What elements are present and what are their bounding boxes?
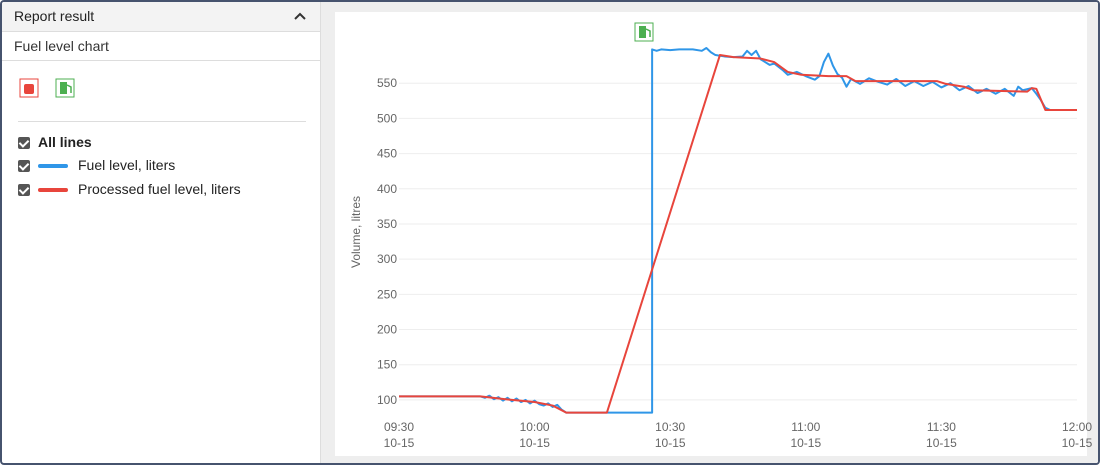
- legend-swatch: [38, 188, 68, 193]
- x-tick-label: 10-15: [384, 436, 415, 450]
- chart-area: Volume, litres 100 150 200 250 300 350 400 450 5…: [321, 2, 1098, 463]
- drain-glyph: [24, 84, 34, 94]
- x-tick-label: 10-15: [655, 436, 686, 450]
- panel-subtitle: Fuel level chart: [2, 32, 320, 61]
- x-tick-label: 10-15: [926, 436, 957, 450]
- y-tick-label: 250: [377, 287, 397, 301]
- y-tick-label: 100: [377, 393, 397, 407]
- legend-swatch: [38, 164, 68, 169]
- y-tick-label: 550: [377, 76, 397, 90]
- series-line: [399, 54, 1077, 414]
- y-tick-label: 300: [377, 252, 397, 266]
- fill-glyph: [66, 84, 72, 93]
- legend-label: Fuel level, liters: [78, 157, 176, 173]
- x-tick-label: 12:00: [1062, 420, 1092, 434]
- marker-glyph: [645, 28, 651, 37]
- panel-title: Report result: [14, 8, 95, 24]
- x-tick-label: 09:30: [384, 420, 414, 434]
- panel-header[interactable]: Report result: [2, 2, 320, 32]
- legend-label: Processed fuel level, liters: [78, 181, 241, 197]
- y-tick-label: 350: [377, 217, 397, 231]
- x-tick-label: 11:30: [927, 420, 956, 434]
- y-tick-label: 200: [377, 323, 397, 337]
- x-tick-label: 10-15: [1062, 436, 1093, 450]
- y-tick-label: 150: [377, 358, 397, 372]
- fill-glyph: [60, 82, 67, 94]
- all-lines-label: All lines: [38, 134, 92, 150]
- x-tick-label: 11:00: [791, 420, 820, 434]
- checkbox[interactable]: [18, 160, 30, 173]
- x-tick-label: 10:00: [520, 420, 550, 434]
- side-panel: Report result Fuel level chart All lines…: [2, 2, 321, 463]
- legend-row[interactable]: Processed fuel level, liters: [18, 179, 241, 199]
- checkbox[interactable]: [18, 184, 30, 197]
- chart-background: [335, 12, 1087, 456]
- y-tick-label: 450: [377, 147, 397, 161]
- y-axis-label: Volume, litres: [349, 196, 363, 268]
- checkbox[interactable]: [18, 137, 30, 150]
- refuel-marker[interactable]: [634, 22, 654, 42]
- legend-row[interactable]: Fuel level, liters: [18, 155, 175, 175]
- x-tick-label: 10-15: [519, 436, 550, 450]
- y-tick-label: 500: [377, 111, 397, 125]
- all-lines-row[interactable]: All lines: [18, 132, 92, 152]
- x-tick-label: 10:30: [655, 420, 685, 434]
- x-tick-label: 10-15: [790, 436, 821, 450]
- marker-glyph: [639, 26, 646, 38]
- collapse-icon[interactable]: [294, 12, 306, 20]
- y-tick-label: 400: [377, 182, 397, 196]
- event-icons: [19, 78, 75, 98]
- divider: [18, 121, 306, 122]
